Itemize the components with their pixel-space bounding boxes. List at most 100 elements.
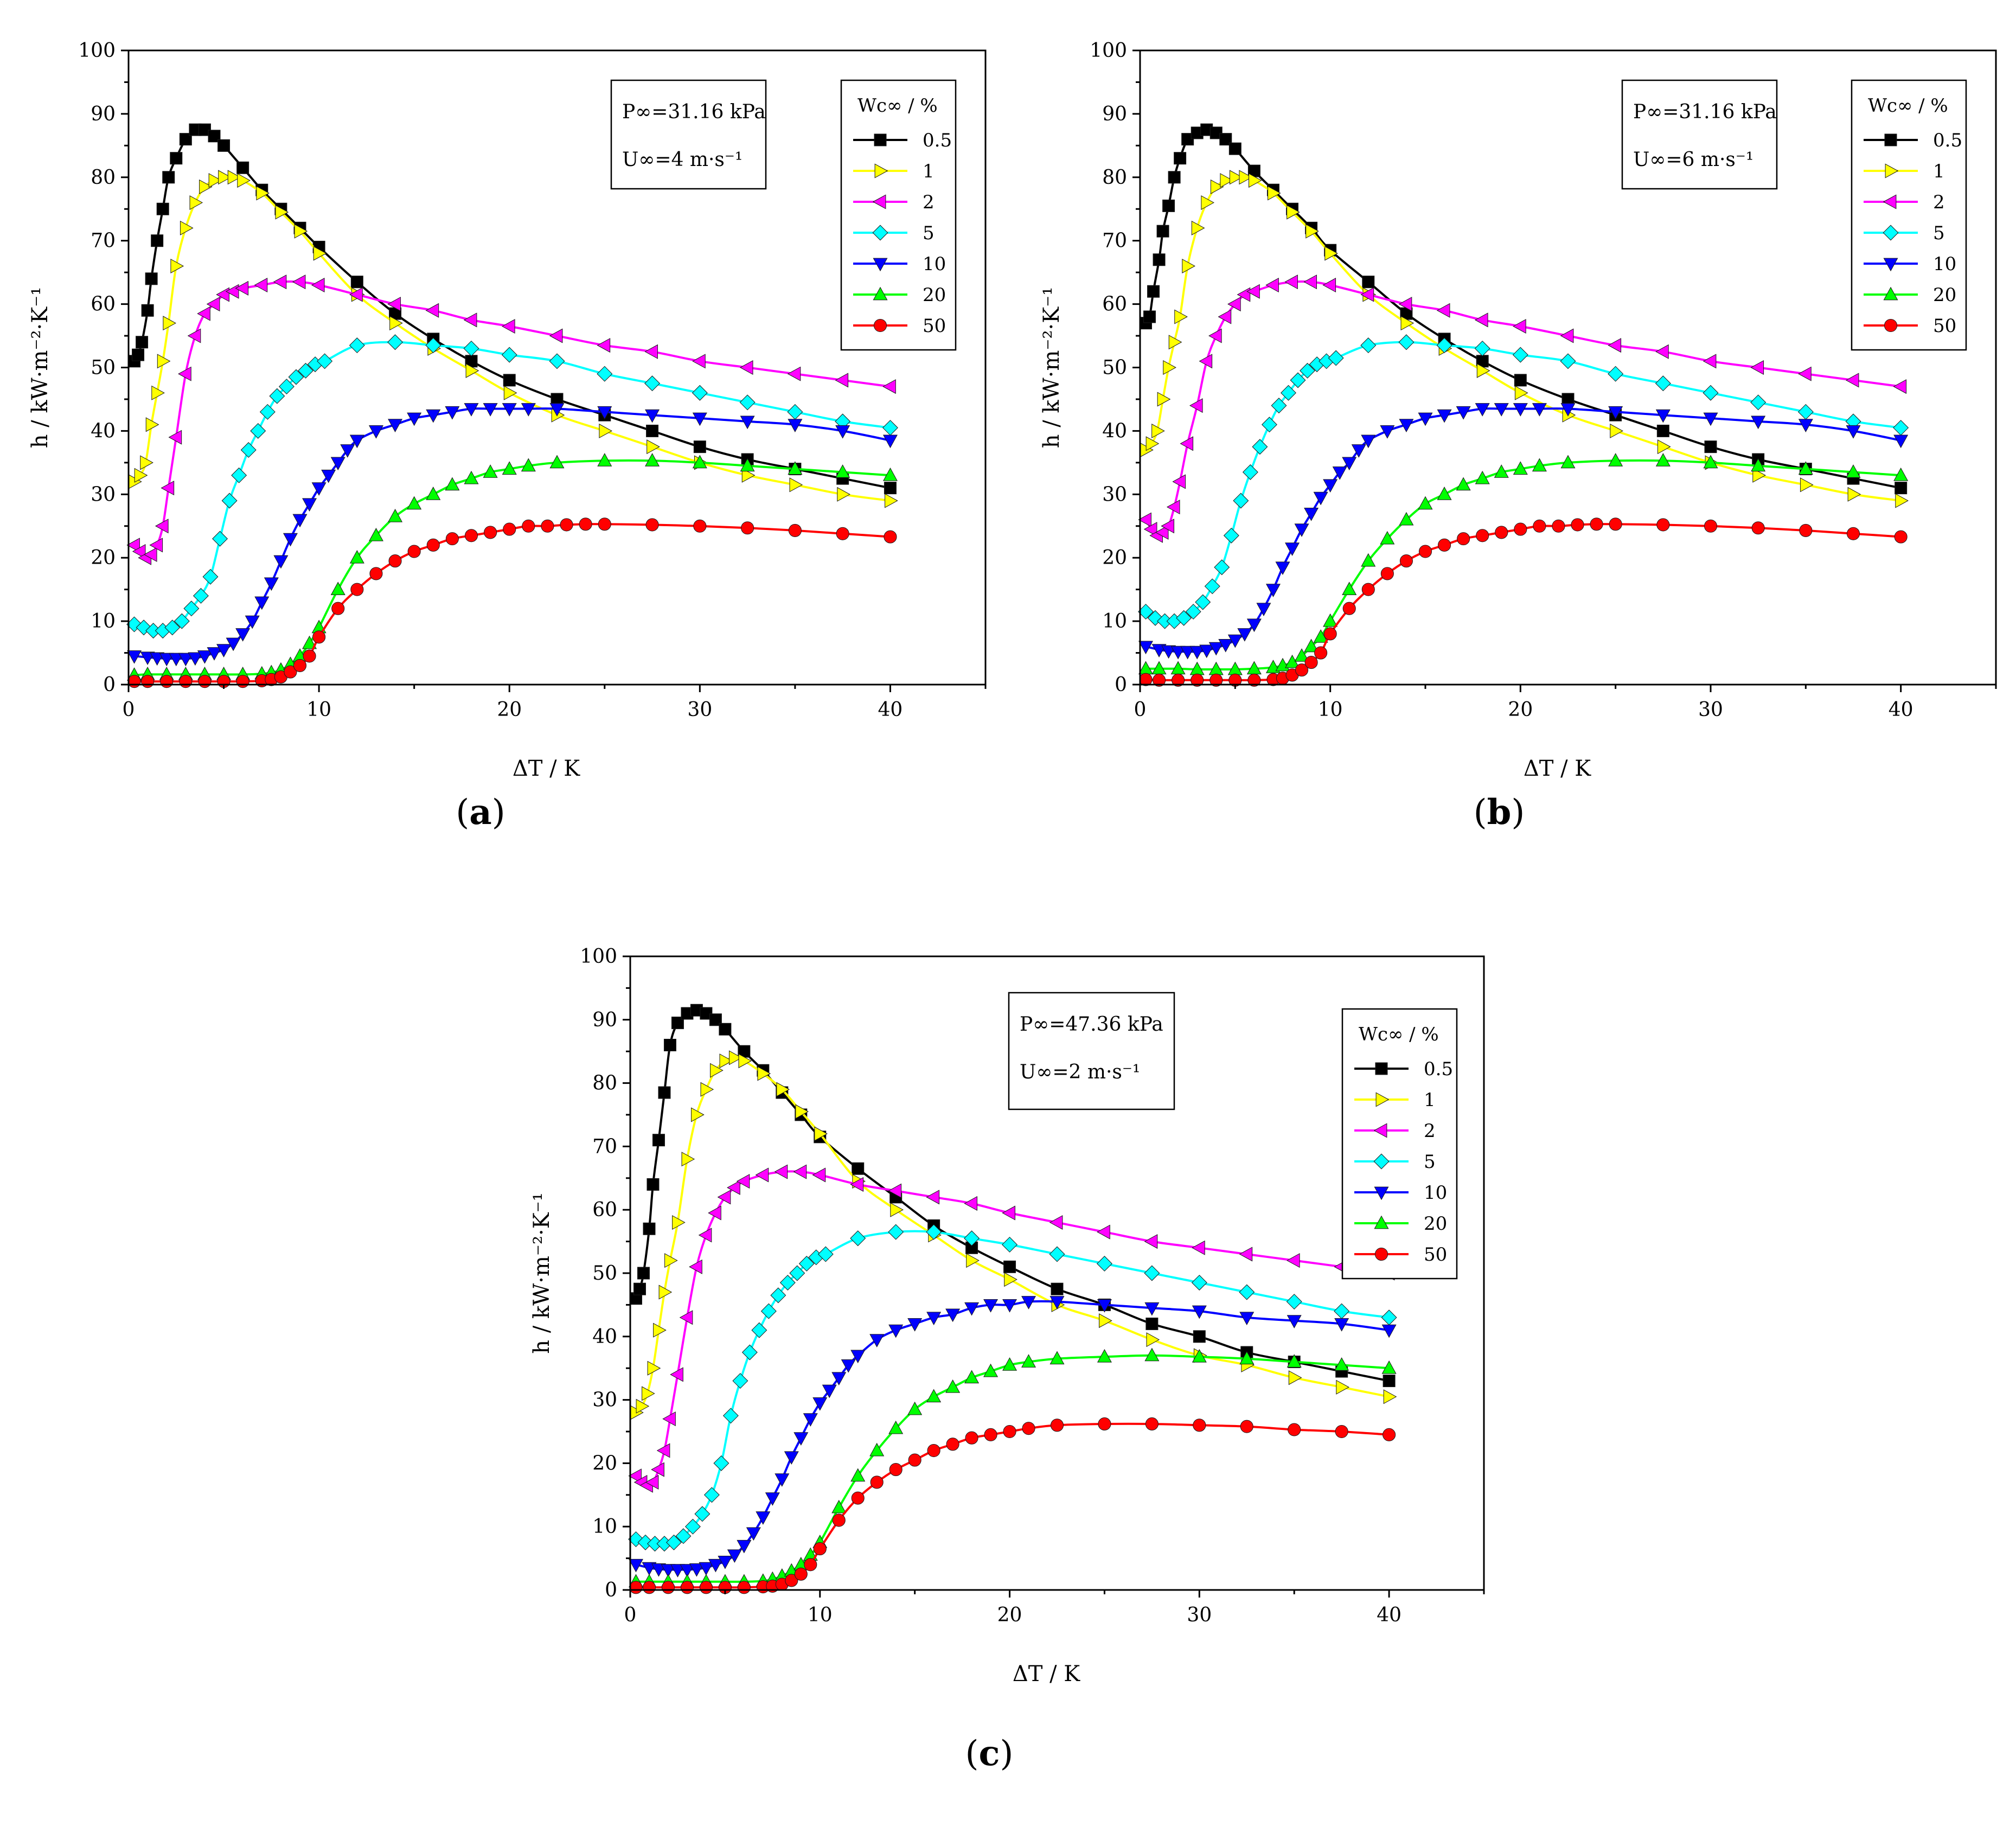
data-point [501,319,515,334]
data-point [1383,1389,1397,1404]
series-b-10 [1138,403,1909,660]
data-point [311,482,327,496]
data-point [681,1152,695,1167]
data-point [149,538,163,553]
data-point [174,613,190,629]
x-tick-label: 20 [1508,699,1533,721]
data-point [946,1438,959,1451]
data-point [964,1370,980,1384]
data-point [1323,479,1338,493]
data-point [331,602,345,615]
data-point [740,458,755,472]
data-point [1155,525,1169,540]
legend-item-5: 5 [853,222,935,244]
data-point [143,547,157,562]
data-point [140,455,153,470]
series-a-20 [127,453,898,681]
y-tick-label: 10 [592,1516,617,1538]
data-point [757,1066,771,1081]
data-point [1021,1296,1036,1309]
x-tick-label: 40 [1889,699,1913,721]
data-point [1532,458,1547,472]
data-point [1247,673,1261,687]
data-point [835,464,850,478]
series-line [134,459,891,676]
data-point [1265,278,1279,293]
data-point [1161,519,1174,534]
data-point [836,527,849,540]
data-point [1284,274,1298,290]
series-line [1145,523,1901,681]
data-point [1246,284,1260,299]
data-point [793,1432,809,1446]
data-point [814,1126,828,1141]
data-point [1002,1299,1017,1313]
data-point [1161,645,1176,659]
series-a-10 [127,403,898,667]
data-point [294,223,308,239]
data-point [1156,225,1169,238]
data-point [1285,542,1300,556]
data-point [425,303,439,318]
data-point [407,412,422,426]
data-point [736,1174,750,1189]
legend-label: 2 [1424,1120,1436,1142]
data-point [483,464,498,478]
data-point [966,1253,980,1268]
legend-item-50: 50 [1864,315,1956,337]
data-point [1360,337,1377,354]
data-point [1533,519,1546,533]
series-line [636,1422,1390,1589]
y-tick-label: 60 [592,1199,617,1221]
annotation-box [610,79,767,190]
legend-label: 0.5 [923,130,952,151]
data-point [672,1215,686,1230]
data-point [1099,1313,1112,1328]
data-point [1145,1417,1159,1431]
data-point [151,385,165,400]
legend-marker [874,133,887,146]
data-point [227,170,241,185]
legend-marker [1373,1123,1387,1138]
legend-label: 10 [1424,1182,1447,1204]
data-point [264,577,279,591]
data-point [884,482,897,495]
data-point [1286,1253,1300,1268]
data-point [463,340,479,356]
data-point [785,1574,798,1587]
data-point [187,328,201,343]
data-point [1252,439,1268,455]
data-point [1895,482,1908,495]
data-point [1172,673,1185,687]
data-point [1560,353,1576,369]
data-point [1399,512,1414,526]
series-line [1145,459,1901,670]
data-point [926,1190,940,1205]
data-point [1176,610,1192,626]
data-point [1474,312,1488,328]
data-point [250,423,266,439]
legend-marker [872,225,888,241]
data-point [1261,417,1277,433]
data-point [134,468,148,483]
data-point [645,1474,659,1490]
data-point [728,1050,743,1065]
data-point [1144,1234,1158,1249]
legend-label: 5 [923,222,935,244]
data-point [1703,455,1718,469]
y-tick-label: 50 [1102,357,1127,379]
data-point [732,1373,748,1389]
data-point [178,653,193,667]
y-tick-label: 100 [1090,40,1127,62]
data-point [739,360,753,375]
data-point [1437,487,1452,500]
data-point [798,1256,815,1272]
data-point [1751,521,1765,535]
y-tick-label: 70 [1102,230,1127,252]
data-point [549,455,565,469]
data-point [1097,1299,1112,1313]
series-b-20 [1138,453,1909,675]
data-point [926,1224,942,1240]
data-point [1138,512,1151,527]
data-point [1240,1420,1253,1433]
